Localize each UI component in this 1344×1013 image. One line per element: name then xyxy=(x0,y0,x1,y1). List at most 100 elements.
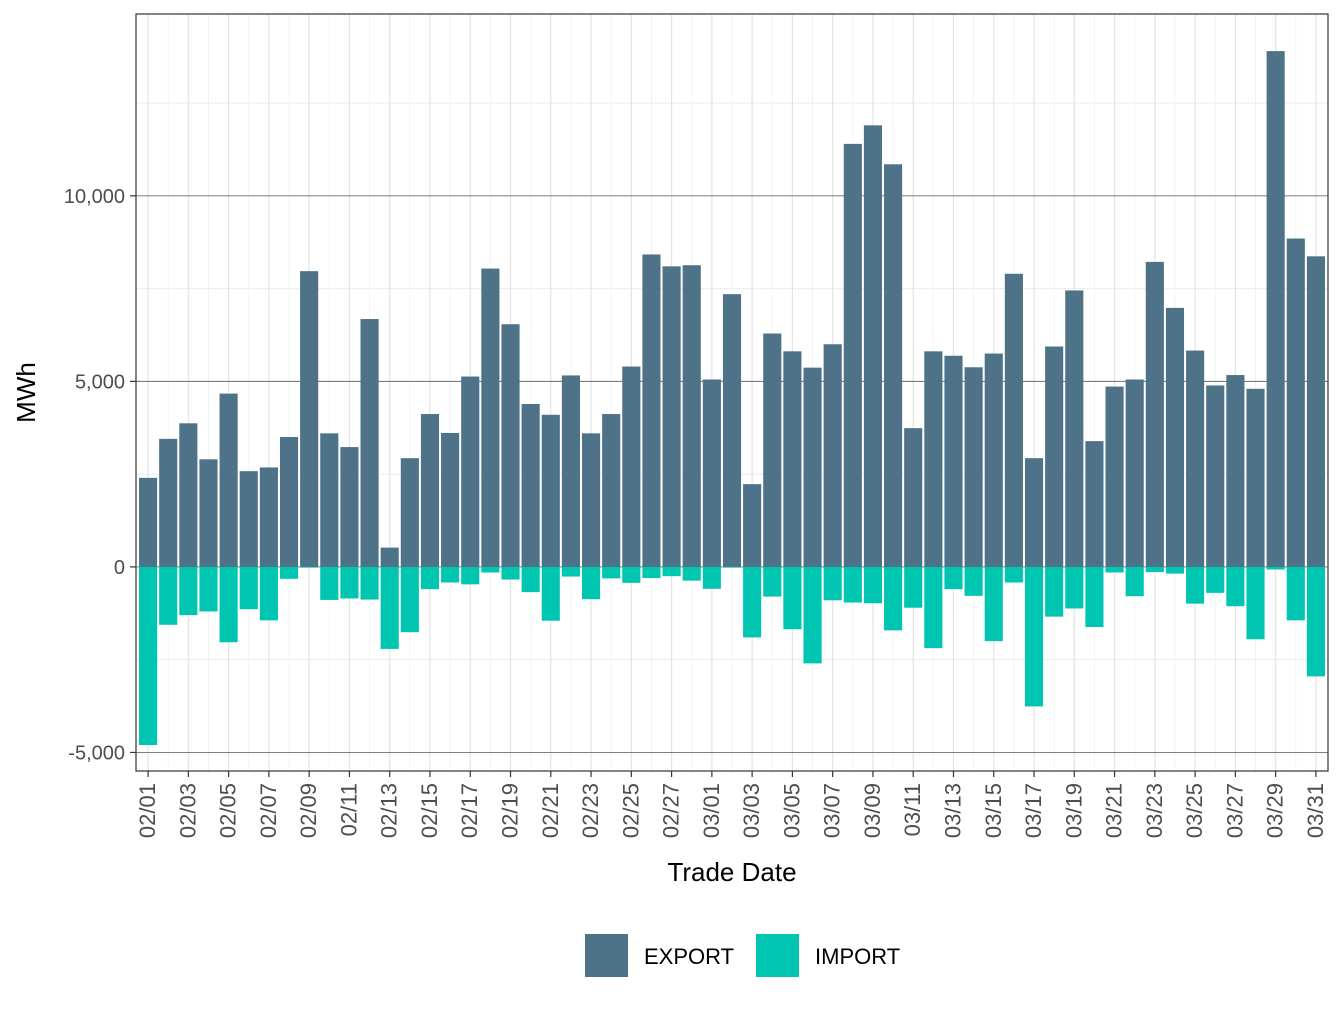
bar-export-02-27 xyxy=(662,266,681,567)
bar-import-03-26 xyxy=(1206,566,1225,593)
x-tick-label: 03/01 xyxy=(699,783,724,838)
bar-export-03-08 xyxy=(843,143,862,567)
x-tick-label: 02/15 xyxy=(417,783,442,838)
bar-import-03-03 xyxy=(743,566,762,638)
bar-import-03-13 xyxy=(944,566,963,590)
bar-import-02-15 xyxy=(420,566,440,590)
bar-import-03-22 xyxy=(1125,566,1144,597)
bar-export-03-27 xyxy=(1226,375,1245,567)
x-tick-label: 03/31 xyxy=(1303,783,1328,838)
bar-export-02-09 xyxy=(300,271,319,567)
bar-import-02-08 xyxy=(279,566,299,579)
bar-export-03-13 xyxy=(944,355,963,567)
bar-import-03-01 xyxy=(702,566,721,589)
bar-export-02-24 xyxy=(602,414,621,567)
bar-export-03-20 xyxy=(1085,441,1104,567)
x-tick-label: 03/19 xyxy=(1061,783,1086,838)
axes-layer: -5,000 0 5,000 10,000 02/01 02/03 02/05 02/07 02… xyxy=(64,186,1328,838)
bar-export-03-24 xyxy=(1165,307,1185,567)
x-tick-label: 02/21 xyxy=(538,783,563,838)
bar-export-02-19 xyxy=(501,324,520,567)
bar-import-03-29 xyxy=(1266,566,1285,570)
x-tick-label: 02/19 xyxy=(498,783,523,838)
bar-export-02-15 xyxy=(420,414,440,567)
bar-import-02-02 xyxy=(159,566,178,625)
bar-import-03-30 xyxy=(1286,566,1305,621)
bar-export-03-19 xyxy=(1065,290,1084,567)
bar-import-03-06 xyxy=(803,566,822,664)
bar-import-03-27 xyxy=(1226,566,1245,607)
bar-export-03-30 xyxy=(1286,238,1305,567)
bar-import-02-19 xyxy=(501,566,520,580)
bar-export-02-21 xyxy=(541,414,560,567)
y-tick-label: 0 xyxy=(114,557,125,579)
x-tick-label: 02/05 xyxy=(216,783,241,838)
bar-import-02-16 xyxy=(441,566,460,583)
x-tick-label: 02/01 xyxy=(135,783,160,838)
bar-export-02-11 xyxy=(340,447,359,567)
bar-import-02-09 xyxy=(300,566,319,568)
bar-export-03-02 xyxy=(722,294,742,567)
bar-export-03-06 xyxy=(803,367,822,567)
bar-import-02-20 xyxy=(521,566,540,593)
bar-export-02-26 xyxy=(642,254,661,567)
bar-import-02-04 xyxy=(199,566,218,612)
bar-import-03-11 xyxy=(904,566,923,608)
bar-import-02-23 xyxy=(581,566,601,600)
bar-import-03-21 xyxy=(1105,566,1124,573)
bar-export-03-11 xyxy=(904,428,923,567)
x-tick-label: 03/25 xyxy=(1182,783,1207,838)
bar-export-03-12 xyxy=(924,351,943,567)
bar-export-03-04 xyxy=(763,333,782,567)
bar-import-03-07 xyxy=(823,566,842,601)
bar-import-03-08 xyxy=(843,566,862,603)
bar-export-02-05 xyxy=(219,393,238,567)
bar-import-03-25 xyxy=(1186,566,1205,604)
bar-export-02-23 xyxy=(581,433,601,567)
bar-export-03-17 xyxy=(1024,458,1044,567)
bar-export-03-18 xyxy=(1045,346,1064,567)
x-tick-label: 02/09 xyxy=(296,783,321,838)
bar-import-02-07 xyxy=(259,566,278,621)
bar-import-03-28 xyxy=(1246,566,1265,640)
bar-export-02-14 xyxy=(400,458,419,567)
bar-import-02-03 xyxy=(179,566,198,616)
bar-import-03-24 xyxy=(1165,566,1185,574)
x-tick-label: 02/27 xyxy=(659,783,684,838)
bar-export-02-01 xyxy=(139,477,158,567)
x-tick-label: 03/27 xyxy=(1222,783,1247,838)
x-tick-label: 03/09 xyxy=(860,783,885,838)
bar-export-03-10 xyxy=(884,164,903,567)
plot-frame xyxy=(135,13,1329,772)
x-axis-title: Trade Date xyxy=(667,857,796,887)
legend-label-export: EXPORT xyxy=(644,944,734,969)
bar-export-03-16 xyxy=(1004,273,1023,567)
bar-export-02-25 xyxy=(622,366,641,567)
y-tick-label: 5,000 xyxy=(75,371,125,393)
y-axis-title: MWh xyxy=(11,362,41,423)
bar-export-02-03 xyxy=(179,423,198,567)
bar-import-03-04 xyxy=(763,566,782,597)
bar-export-03-23 xyxy=(1145,261,1164,567)
bar-export-02-12 xyxy=(360,319,379,567)
bar-export-02-10 xyxy=(320,433,339,567)
legend-label-import: IMPORT xyxy=(815,944,900,969)
bar-export-03-05 xyxy=(783,351,802,567)
bar-import-03-05 xyxy=(783,566,802,630)
legend-swatch-import xyxy=(756,934,799,977)
legend: EXPORT IMPORT xyxy=(585,934,900,977)
x-tick-label: 02/25 xyxy=(618,783,643,838)
bar-import-03-15 xyxy=(984,566,1003,642)
bar-import-03-31 xyxy=(1306,566,1325,677)
bar-export-03-31 xyxy=(1306,256,1325,567)
bar-export-02-08 xyxy=(279,437,299,567)
x-tick-label: 02/23 xyxy=(578,783,603,838)
bar-import-02-06 xyxy=(239,566,258,610)
x-tick-label: 02/03 xyxy=(175,783,200,838)
bar-export-02-02 xyxy=(159,438,178,567)
x-tick-label: 03/03 xyxy=(739,783,764,838)
y-tick-label: 10,000 xyxy=(64,186,125,208)
bar-export-03-15 xyxy=(984,353,1003,567)
bar-import-03-17 xyxy=(1024,566,1044,707)
